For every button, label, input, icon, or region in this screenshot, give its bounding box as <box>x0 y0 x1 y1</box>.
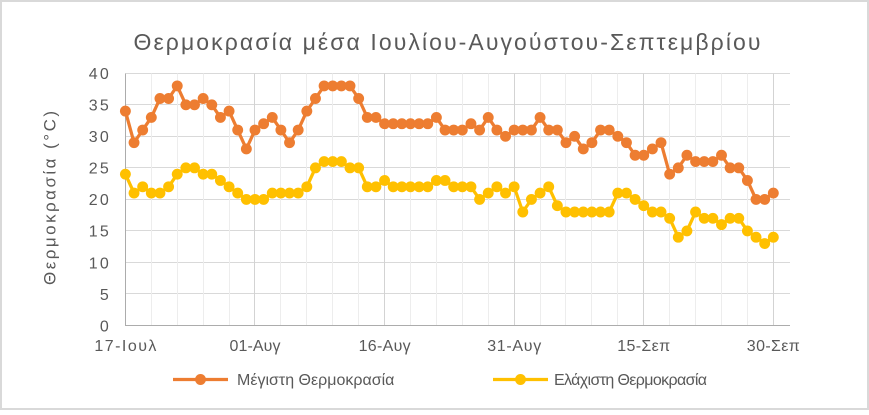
svg-text:16-Αυγ: 16-Αυγ <box>359 338 411 355</box>
svg-text:5: 5 <box>100 287 109 304</box>
svg-text:Ελάχιστη Θερμοκρασία: Ελάχιστη Θερμοκρασία <box>554 372 707 389</box>
svg-text:Θερμοκρασία (°C): Θερμοκρασία (°C) <box>41 111 60 285</box>
svg-text:01-Αυγ: 01-Αυγ <box>230 338 281 355</box>
svg-text:Μέγιστη Θερμοκρασία: Μέγιστη Θερμοκρασία <box>237 372 394 389</box>
svg-text:15-Σεπ: 15-Σεπ <box>617 338 670 355</box>
svg-text:31-Αυγ: 31-Αυγ <box>487 338 541 355</box>
svg-text:0: 0 <box>100 318 109 335</box>
svg-text:30-Σεπ: 30-Σεπ <box>747 338 800 355</box>
svg-text:17-Ιουλ: 17-Ιουλ <box>94 338 156 355</box>
